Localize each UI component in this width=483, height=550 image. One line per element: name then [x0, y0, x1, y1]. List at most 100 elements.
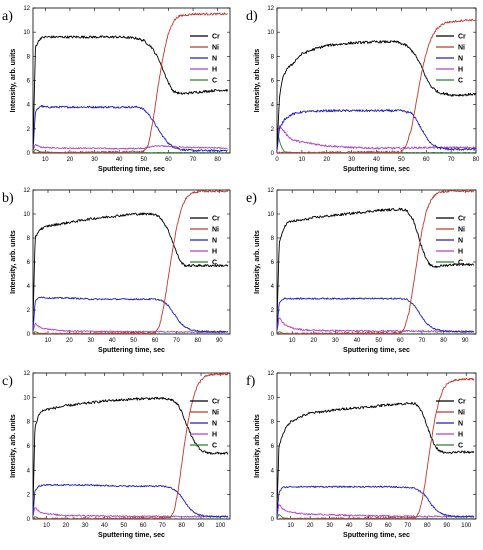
- y-tick-label: 6: [271, 444, 275, 450]
- y-tick-label: 10: [267, 395, 274, 401]
- panel-label: d): [246, 9, 258, 24]
- y-tick-label: 10: [267, 30, 274, 36]
- series-group: [33, 373, 229, 519]
- x-tick-label: 50: [120, 523, 127, 529]
- series-line-h: [33, 143, 228, 151]
- y-tick-label: 2: [271, 493, 275, 499]
- y-axis-label: Intensity, arb. units: [254, 49, 261, 113]
- series-line-ni: [277, 377, 475, 519]
- x-tick-label: 80: [424, 523, 431, 529]
- legend-label: H: [212, 67, 217, 74]
- x-tick-label: 20: [62, 523, 69, 529]
- x-tick-label: 20: [307, 523, 314, 529]
- y-tick-label: 2: [27, 127, 31, 133]
- series-line-cr: [277, 207, 475, 323]
- legend: Cr Ni NHC: [190, 34, 220, 85]
- x-axis-label: Sputtering time, sec: [98, 347, 165, 354]
- y-tick-label: 10: [267, 212, 274, 218]
- y-tick-label: 2: [27, 493, 31, 499]
- legend-label: N: [458, 238, 463, 245]
- y-tick-label: 8: [27, 236, 31, 242]
- y-tick-label: 0: [271, 151, 275, 157]
- legend: Cr Ni NHC: [436, 399, 466, 450]
- legend-label: N: [212, 421, 217, 428]
- legend-label: H: [458, 67, 463, 74]
- x-tick-label: 70: [404, 523, 411, 529]
- y-tick-label: 4: [271, 468, 275, 474]
- x-tick-label: 40: [109, 338, 116, 344]
- y-tick-label: 4: [27, 284, 31, 290]
- series-group: [277, 190, 475, 334]
- legend-label: N: [212, 56, 217, 63]
- y-tick-label: 10: [23, 212, 30, 218]
- y-tick-label: 8: [27, 54, 31, 60]
- y-tick-label: 0: [27, 332, 31, 338]
- legend-label: N: [458, 56, 463, 63]
- legend-label: C: [458, 78, 463, 85]
- x-tick-label: 80: [178, 523, 185, 529]
- chart-panel-e: e) 0 2 4 6 8 10 12 10 20 30 40 50 60 70 80 90 Sputtering …: [246, 188, 477, 354]
- x-tick-label: 30: [82, 523, 89, 529]
- legend-label: Cr: [458, 34, 466, 41]
- y-tick-label: 12: [23, 6, 30, 12]
- x-tick-label: 30: [326, 523, 333, 529]
- x-tick-label: 0: [275, 157, 279, 163]
- y-tick-label: 8: [271, 54, 275, 60]
- series-line-ni: [277, 18, 476, 153]
- series-line-cr: [33, 212, 229, 322]
- y-tick-label: 0: [27, 517, 31, 523]
- x-tick-label: 100: [215, 523, 226, 529]
- x-tick-label: 60: [423, 157, 430, 163]
- series-group: [33, 190, 229, 334]
- y-tick-label: 6: [271, 260, 275, 266]
- series-line-h: [277, 317, 474, 333]
- plot-frame: [32, 372, 231, 520]
- y-axis-label: Intensity, arb. units: [10, 414, 17, 478]
- x-tick-label: 90: [198, 523, 205, 529]
- y-tick-label: 2: [27, 308, 31, 314]
- x-tick-label: 10: [43, 523, 50, 529]
- legend-label: H: [212, 432, 217, 439]
- x-tick-label: 60: [140, 523, 147, 529]
- x-tick-label: 70: [173, 338, 180, 344]
- legend-label: N: [458, 421, 463, 428]
- x-tick-label: 80: [195, 338, 202, 344]
- series-line-ni: [33, 373, 229, 519]
- legend-label: Cr: [458, 399, 466, 406]
- y-tick-label: 0: [271, 517, 275, 523]
- legend-label: Ni: [458, 227, 465, 234]
- x-tick-label: 20: [310, 338, 317, 344]
- y-tick-label: 8: [27, 420, 31, 426]
- x-tick-label: 30: [87, 338, 94, 344]
- x-tick-label: 20: [67, 157, 74, 163]
- x-tick-label: 80: [214, 157, 221, 163]
- chart-panel-a: a) 0 2 4 6 8 10 12 10 20 30 40 50 60 70 80 Sputtering ti…: [2, 6, 231, 173]
- legend: Cr Ni NHC: [436, 34, 466, 85]
- x-tick-label: 10: [45, 338, 52, 344]
- panel-label: e): [246, 191, 257, 206]
- y-tick-label: 12: [267, 371, 274, 377]
- series-line-ni: [33, 190, 228, 334]
- series-line-ni: [33, 12, 228, 153]
- x-tick-label: 40: [116, 157, 123, 163]
- y-axis-label: Intensity, arb. units: [254, 230, 261, 294]
- x-axis-label: Sputtering time, sec: [343, 532, 410, 539]
- series-line-cr: [33, 35, 228, 150]
- y-tick-label: 8: [271, 420, 275, 426]
- x-axis-label: Sputtering time, sec: [98, 166, 165, 173]
- x-tick-label: 50: [130, 338, 137, 344]
- x-tick-label: 30: [332, 338, 339, 344]
- legend-label: H: [458, 432, 463, 439]
- y-tick-label: 6: [27, 444, 31, 450]
- y-axis-label: Intensity, arb. units: [10, 230, 17, 294]
- y-axis-label: Intensity, arb. units: [10, 49, 17, 113]
- y-tick-label: 4: [27, 468, 31, 474]
- y-tick-label: 10: [23, 30, 30, 36]
- series-line-ni: [277, 190, 475, 334]
- series-line-h: [33, 507, 229, 518]
- x-tick-label: 40: [346, 523, 353, 529]
- x-tick-label: 20: [66, 338, 73, 344]
- legend-label: N: [212, 238, 217, 245]
- x-tick-label: 50: [398, 157, 405, 163]
- x-tick-label: 60: [397, 338, 404, 344]
